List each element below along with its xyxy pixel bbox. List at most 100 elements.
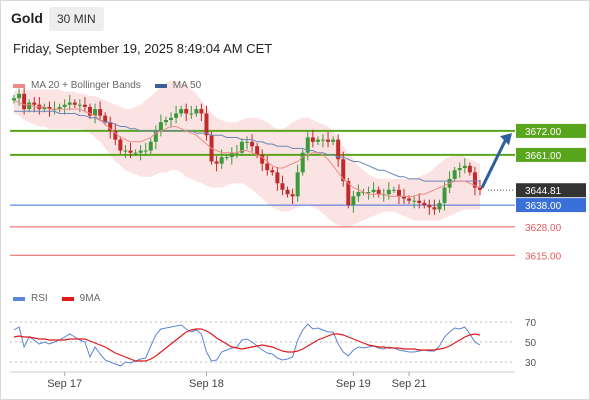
price-label-3661.00: 3661.00 [525,151,562,162]
candle-body [422,202,427,206]
candle-body [250,141,255,147]
forecast-arrow-head [500,133,512,146]
ma50-line [14,110,480,182]
candle-body [366,192,371,193]
candle-body [163,120,168,123]
rsi-legend-item: 9MA [61,293,101,304]
candle-body [98,109,103,116]
candle-body [47,106,52,110]
candle-body [169,117,174,120]
main-legend-swatch [154,83,167,88]
rsi-legend: RSI 9MA [13,293,114,304]
price-label-box [516,147,586,162]
price-label-box [516,183,586,198]
candle-body [219,157,224,164]
candle-body [331,139,336,142]
candle-body [67,102,72,105]
price-label-3615.00: 3615.00 [525,251,562,262]
main-legend-item: MA 20 + Bollinger Bands [13,80,141,91]
candle-body [82,104,87,107]
candle-body [432,207,437,210]
forecast-arrow-shaft [480,138,508,189]
x-tick-label: Sep 17 [47,378,82,390]
rsi-legend-label: RSI [31,293,48,304]
candle-body [17,93,22,99]
candle-body [437,202,442,210]
price-label-3644.81: 3644.81 [525,186,562,197]
candle-body [371,189,376,192]
price-label-3628.00: 3628.00 [525,223,562,234]
candle-body [265,163,270,171]
candle-body [32,102,37,105]
candle-body [402,196,407,199]
candle-body [138,150,143,153]
price-label-3638.00: 3638.00 [525,201,562,212]
candle-body [27,102,32,110]
candle-body [396,189,401,197]
main-legend-swatch [13,83,25,88]
candle-body [452,170,457,179]
rsi-line [13,323,481,367]
rsi-ma9-line [13,328,481,362]
x-tick-label: Sep 19 [336,378,371,390]
candle-body [189,113,194,115]
candle-body [133,152,138,154]
rsi-tick-label: 30 [525,358,537,369]
main-legend: MA 20 + Bollinger Bands MA 50 [13,80,215,91]
candle-body [285,189,290,195]
rsi-legend-label: 9MA [79,293,101,304]
candle-body [320,139,325,141]
candle-body [326,139,331,142]
candle-body [275,172,280,184]
candle-body [467,165,472,173]
candle-body [153,130,158,142]
rsi-legend-swatch [61,296,74,301]
price-label-box [516,198,586,213]
candle-body [255,146,260,155]
candle-body [199,109,204,114]
candle-body [310,137,315,142]
ma20-line [13,99,481,197]
candle-body [260,154,265,164]
candle-body [128,150,133,153]
candle-body [108,122,113,131]
candle-body [478,187,482,190]
candle-body [143,150,148,152]
rsi-legend-item: RSI [13,293,48,304]
candle-body [224,157,229,159]
candle-body [457,168,462,171]
candle-body [412,200,417,202]
candle-body [270,170,275,173]
candle-body [391,189,396,191]
candle-body [417,200,422,203]
rsi-legend-swatch [13,296,25,301]
candle-body [462,165,467,168]
candle-body [62,104,67,107]
candle-body [22,93,27,110]
timeframe-badge[interactable]: 30 MIN [49,7,104,31]
candle-body [113,130,118,140]
candle-body [204,113,209,136]
candle-body [280,183,285,190]
candle-body [346,181,351,206]
candle-body [93,109,98,116]
candle-body [356,192,361,197]
candle-body [245,141,249,143]
chart-header: Gold 30 MIN [0,0,590,36]
candle-body [305,137,310,153]
main-legend-label: MA 50 [172,80,202,91]
main-legend-item: MA 50 [154,80,202,91]
candle-body [72,102,77,105]
candle-body [442,187,447,203]
candle-body [472,172,477,188]
candle-body [12,98,16,101]
price-label-3672.00: 3672.00 [525,127,562,138]
candle-body [214,161,219,164]
main-legend-label: MA 20 + Bollinger Bands [31,80,141,91]
price-label-box [516,123,586,138]
candle-body [77,104,82,106]
candle-body [179,109,184,114]
candle-body [341,159,346,182]
rsi-tick-label: 70 [525,318,537,329]
